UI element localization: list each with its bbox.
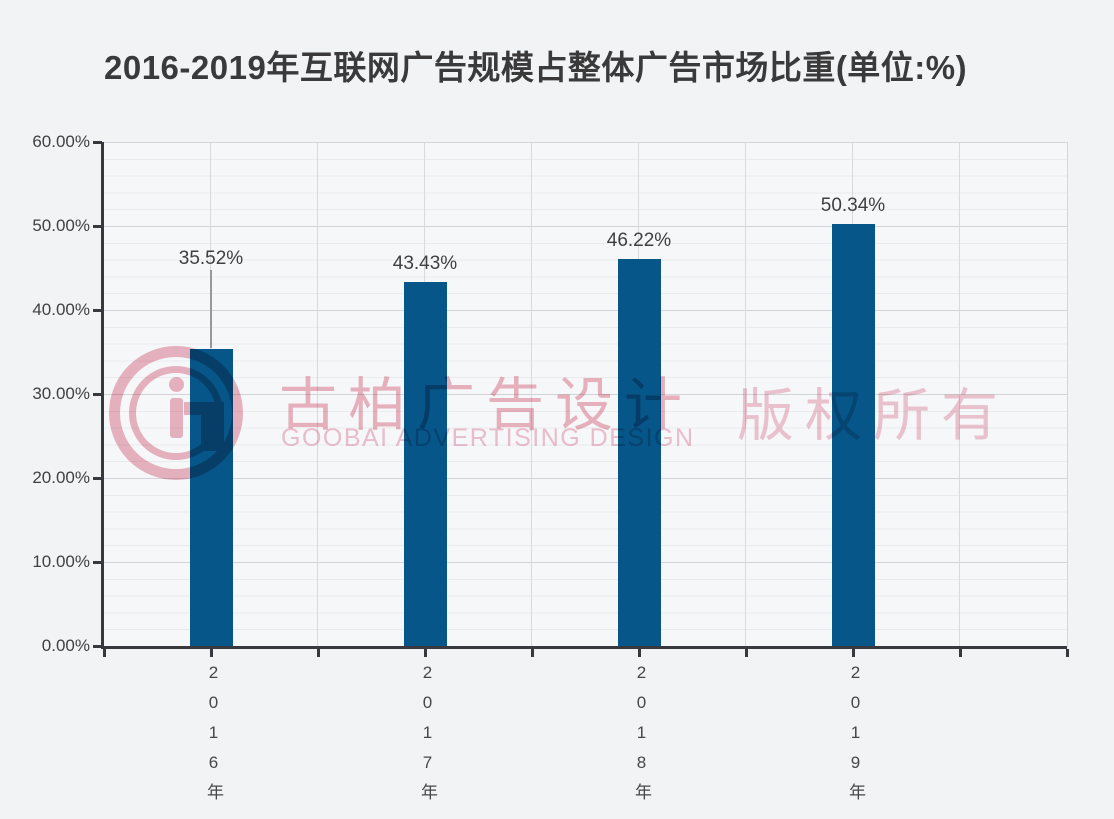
- x-tick-mark: [744, 649, 748, 657]
- x-tick-mark: [423, 649, 427, 657]
- x-tick-mark: [530, 649, 534, 657]
- y-tick-label: 50.00%: [32, 216, 90, 235]
- gridline-v: [959, 143, 960, 647]
- bar-value-label: 43.43%: [392, 253, 458, 275]
- x-category-label: 2019年: [846, 663, 865, 811]
- chart-title: 2016-2019年互联网广告规模占整体广告市场比重(单位:%): [104, 49, 968, 86]
- y-tick-mark: [93, 224, 102, 228]
- gridline-h-major: [104, 310, 1067, 311]
- bar-value-label: 50.34%: [820, 195, 886, 217]
- gridline-h-major: [104, 226, 1067, 227]
- x-tick-mark: [209, 649, 213, 657]
- y-tick-label: 40.00%: [32, 300, 90, 319]
- gridline-v: [745, 143, 746, 647]
- gridline-v: [317, 143, 318, 647]
- y-tick-label: 20.00%: [32, 468, 90, 487]
- x-category-label: 2018年: [632, 663, 651, 811]
- y-tick-label: 0.00%: [41, 636, 90, 655]
- x-category-label: 2017年: [418, 663, 437, 811]
- leader-line: [210, 270, 212, 348]
- bar-value-label: 35.52%: [178, 248, 244, 269]
- bar-value-label: 46.22%: [606, 229, 672, 251]
- gridline-v: [531, 143, 532, 647]
- y-tick-label: 30.00%: [32, 384, 90, 403]
- y-tick-mark: [93, 140, 102, 144]
- y-axis-line: [101, 142, 104, 649]
- gridline-h-major: [104, 562, 1067, 563]
- y-tick-mark: [93, 392, 102, 396]
- gridline-h-major: [104, 478, 1067, 479]
- x-tick-mark: [958, 649, 962, 657]
- y-tick-label: 60.00%: [32, 132, 90, 151]
- plot-area: [104, 142, 1068, 647]
- bar: [403, 282, 447, 647]
- x-tick-mark: [637, 649, 641, 657]
- x-tick-mark: [102, 649, 106, 657]
- x-tick-mark: [851, 649, 855, 657]
- bar: [617, 258, 661, 647]
- gridline-h-major: [104, 394, 1067, 395]
- x-tick-mark: [316, 649, 320, 657]
- y-tick-mark: [93, 308, 102, 312]
- x-category-label: 2016年: [204, 663, 223, 811]
- bar: [831, 224, 875, 647]
- y-tick-mark: [93, 476, 102, 480]
- y-tick-mark: [93, 644, 102, 648]
- y-tick-label: 10.00%: [32, 552, 90, 571]
- x-axis-line: [101, 646, 1067, 649]
- y-tick-mark: [93, 560, 102, 564]
- bar: [189, 348, 233, 647]
- x-tick-mark: [1065, 649, 1069, 657]
